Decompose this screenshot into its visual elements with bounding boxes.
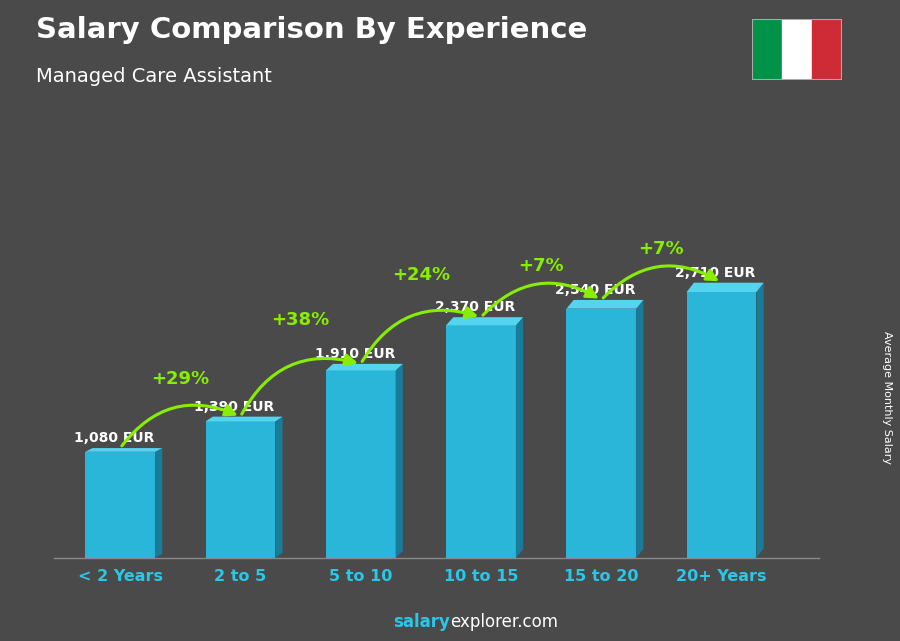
Text: +29%: +29% <box>151 370 210 388</box>
Text: Managed Care Assistant: Managed Care Assistant <box>36 67 272 87</box>
Text: +7%: +7% <box>518 257 564 276</box>
Text: 2,540 EUR: 2,540 EUR <box>555 283 635 297</box>
Text: +24%: +24% <box>392 266 450 284</box>
Text: salary: salary <box>393 613 450 631</box>
Polygon shape <box>326 364 403 370</box>
Polygon shape <box>757 283 764 558</box>
Polygon shape <box>86 448 162 452</box>
Text: 1,390 EUR: 1,390 EUR <box>194 400 274 413</box>
Polygon shape <box>446 317 523 326</box>
Polygon shape <box>636 300 644 558</box>
Bar <box>781 19 812 80</box>
Polygon shape <box>566 300 644 309</box>
Polygon shape <box>687 283 764 292</box>
Bar <box>566 309 636 558</box>
Text: 2,710 EUR: 2,710 EUR <box>675 266 756 279</box>
Polygon shape <box>155 448 162 558</box>
Text: 1,080 EUR: 1,080 EUR <box>74 431 154 445</box>
Text: +38%: +38% <box>272 311 329 329</box>
Bar <box>86 452 155 558</box>
Text: +7%: +7% <box>639 240 684 258</box>
Text: explorer.com: explorer.com <box>450 613 558 631</box>
Bar <box>687 292 757 558</box>
Polygon shape <box>516 317 523 558</box>
Text: 2,370 EUR: 2,370 EUR <box>435 300 515 314</box>
Bar <box>326 370 396 558</box>
Bar <box>812 19 842 80</box>
Text: Salary Comparison By Experience: Salary Comparison By Experience <box>36 16 587 44</box>
Text: 1,910 EUR: 1,910 EUR <box>314 347 395 361</box>
Bar <box>752 19 781 80</box>
Polygon shape <box>396 364 403 558</box>
Bar <box>446 326 516 558</box>
Polygon shape <box>205 417 283 421</box>
Bar <box>205 421 275 558</box>
Text: Average Monthly Salary: Average Monthly Salary <box>881 331 892 464</box>
Polygon shape <box>275 417 283 558</box>
